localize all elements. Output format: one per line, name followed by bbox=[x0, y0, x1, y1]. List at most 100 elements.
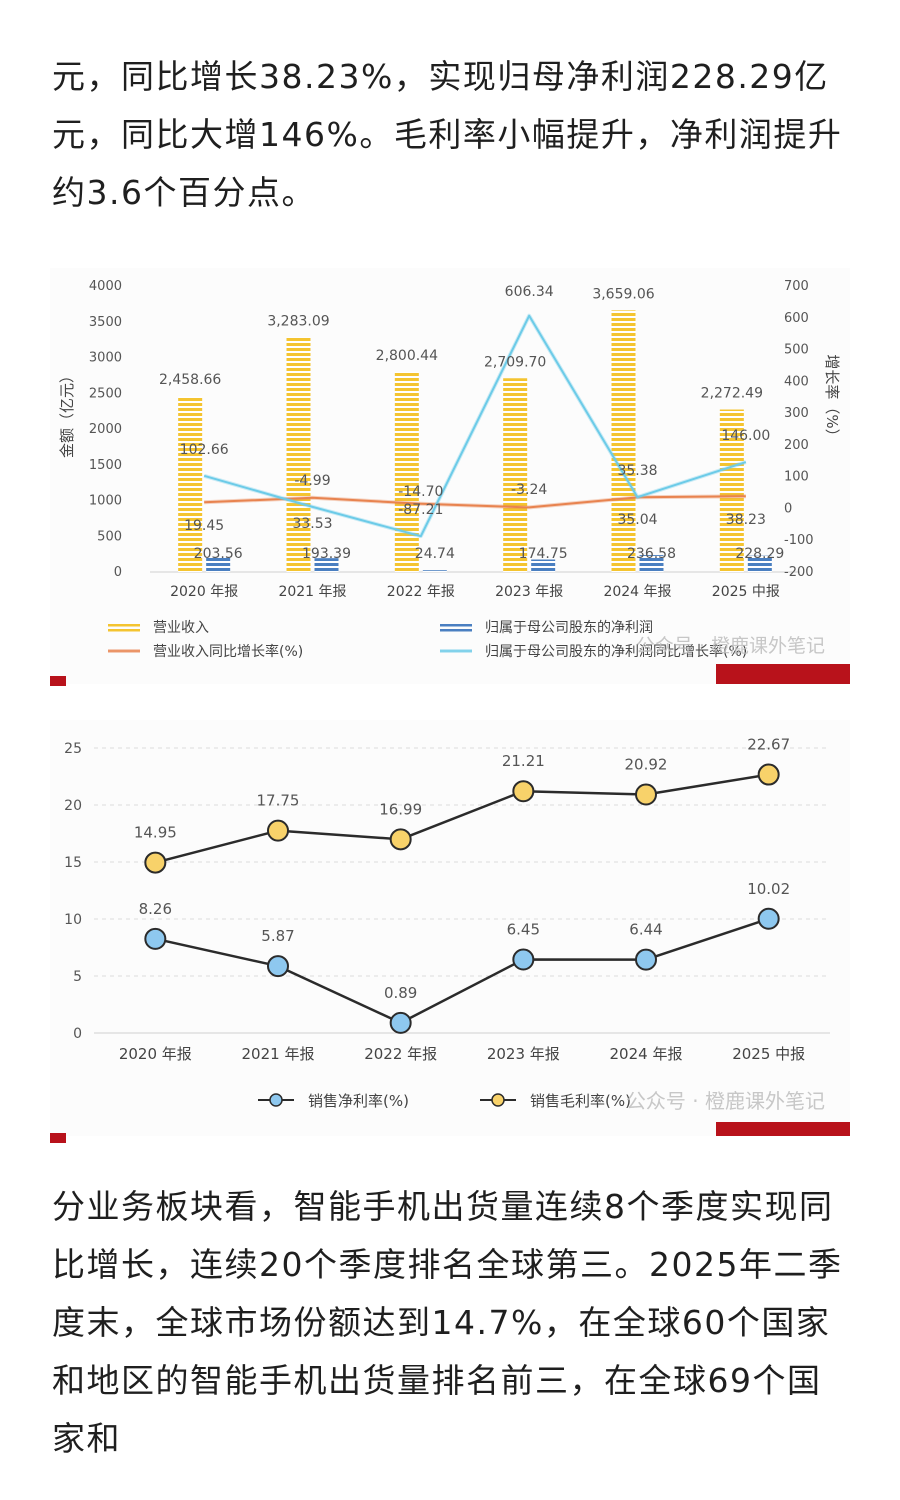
net-margin-data-label: 5.87 bbox=[261, 927, 294, 945]
y-right-tick-label: 300 bbox=[784, 406, 809, 421]
margin-line-chart: 0 5 10 15 20 25 2020 年报 2021 年报 2022 年报 2023 年报 20… bbox=[64, 736, 850, 1144]
x-tick-label: 2024 年报 bbox=[610, 1045, 683, 1063]
legend-label: 归属于母公司股东的净利润 bbox=[485, 619, 653, 636]
net-profit-bar bbox=[206, 557, 231, 572]
y-tick-label: 5 bbox=[73, 969, 82, 985]
y-tick-label: 25 bbox=[64, 741, 82, 757]
y-tick-label: 1500 bbox=[89, 458, 122, 473]
legend-bar-swatch bbox=[440, 629, 472, 632]
y-right-tick-label: -100 bbox=[784, 533, 814, 548]
intro-paragraph: 元，同比增长38.23%，实现归母净利润228.29亿元，同比大增146%。毛利… bbox=[52, 57, 843, 212]
x-tick-label: 2025 中报 bbox=[732, 1045, 805, 1063]
x-tick-label: 2022 年报 bbox=[387, 584, 455, 600]
legend-label: 归属于母公司股东的净利润同比增长率(%) bbox=[485, 643, 747, 660]
net-profit-bar bbox=[422, 570, 447, 572]
y-right-tick-label: 100 bbox=[784, 470, 809, 485]
gross-margin-data-label: 16.99 bbox=[379, 800, 422, 818]
profit-growth-data-label: -4.99 bbox=[294, 473, 330, 489]
watermark-text: 公众号 · 橙鹿课外笔记 bbox=[626, 1089, 825, 1113]
y-right-tick-label: 200 bbox=[784, 438, 809, 453]
y-right-tick-label: 700 bbox=[784, 279, 809, 294]
net-margin-point bbox=[389, 1011, 412, 1034]
legend-label: 营业收入 bbox=[153, 620, 209, 636]
revenue-growth-data-label: 38.23 bbox=[726, 512, 766, 528]
profit-growth-data-label: 606.34 bbox=[505, 284, 554, 300]
x-tick-label: 2023 年报 bbox=[487, 1045, 560, 1063]
net-profit-bar bbox=[747, 555, 772, 572]
legend-label: 销售毛利率(%) bbox=[530, 1092, 631, 1110]
profit-growth-data-label: -87.21 bbox=[398, 502, 443, 518]
y-tick-label: 20 bbox=[64, 798, 82, 814]
y-right-tick-label: 0 bbox=[784, 501, 792, 516]
revenue-bar bbox=[178, 396, 203, 572]
net-margin-data-label: 6.44 bbox=[629, 921, 662, 939]
net-profit-bar bbox=[314, 558, 339, 572]
revenue-data-label: 3,283.09 bbox=[267, 313, 329, 329]
y-tick-label: 3500 bbox=[89, 315, 122, 330]
x-tick-label: 2023 年报 bbox=[495, 584, 563, 600]
legend-marker bbox=[269, 1093, 283, 1107]
net-margin-line bbox=[155, 917, 770, 1025]
profit-growth-data-label: 102.66 bbox=[180, 442, 229, 458]
gross-margin-data-label: 14.95 bbox=[134, 824, 177, 842]
legend-bar-swatch bbox=[108, 629, 140, 632]
red-corner-block bbox=[716, 664, 850, 686]
y-tick-label: 1000 bbox=[89, 494, 122, 509]
legend-marker bbox=[491, 1093, 505, 1107]
revenue-bar bbox=[719, 409, 744, 572]
y-tick-label: 3000 bbox=[89, 351, 122, 366]
net-profit-bar bbox=[639, 555, 664, 572]
red-square-decoration bbox=[50, 676, 66, 686]
gross-margin-point bbox=[757, 763, 780, 786]
red-square-decoration bbox=[50, 1133, 66, 1143]
net-margin-point bbox=[757, 907, 780, 930]
gross-margin-data-label: 17.75 bbox=[257, 792, 300, 810]
net-margin-data-label: 8.26 bbox=[139, 900, 172, 918]
legend-bar-swatch bbox=[108, 624, 140, 627]
gross-margin-data-label: 22.67 bbox=[747, 736, 790, 754]
financial-chart-panel: 0 500 1000 1500 2000 2500 3000 3500 4000 -200 -100… bbox=[50, 268, 850, 686]
y-right-tick-label: 500 bbox=[784, 343, 809, 358]
y-right-tick-label: 600 bbox=[784, 311, 809, 326]
net-profit-data-label: 24.74 bbox=[415, 546, 455, 562]
revenue-data-label: 3,659.06 bbox=[592, 286, 654, 302]
net-profit-data-label: 236.58 bbox=[627, 546, 676, 562]
y-tick-label: 500 bbox=[97, 529, 122, 544]
net-margin-point bbox=[512, 948, 535, 971]
gross-margin-data-label: 20.92 bbox=[625, 756, 668, 774]
net-margin-point bbox=[144, 927, 167, 950]
x-tick-label: 2020 年报 bbox=[119, 1045, 192, 1063]
gross-margin-point bbox=[635, 783, 657, 806]
revenue-growth-data-label: -14.70 bbox=[398, 484, 443, 500]
y-tick-label: 2500 bbox=[89, 386, 122, 401]
revenue-growth-line bbox=[204, 495, 746, 509]
x-tick-label: 2025 中报 bbox=[712, 584, 780, 600]
revenue-bar bbox=[611, 310, 636, 572]
revenue-bar bbox=[286, 337, 311, 572]
revenue-data-label: 2,272.49 bbox=[701, 386, 763, 402]
y-tick-label: 0 bbox=[114, 565, 122, 580]
net-margin-data-label: 10.02 bbox=[747, 880, 790, 898]
y-tick-label: 15 bbox=[64, 855, 82, 871]
net-margin-point bbox=[267, 955, 289, 978]
segment-paragraph: 分业务板块看，智能手机出货量连续8个季度实现同比增长，连续20个季度排名全球第三… bbox=[52, 1187, 843, 1458]
profit-growth-line bbox=[203, 314, 747, 538]
x-tick-label: 2020 年报 bbox=[170, 584, 238, 600]
legend-label: 销售净利率(%) bbox=[308, 1092, 409, 1110]
revenue-growth-data-label: 19.45 bbox=[184, 518, 224, 534]
profit-growth-data-label: 35.38 bbox=[617, 463, 657, 479]
y-tick-label: 0 bbox=[73, 1026, 82, 1042]
y-right-tick-label: 400 bbox=[784, 374, 809, 389]
revenue-bar bbox=[394, 371, 419, 572]
red-corner-block bbox=[716, 1122, 850, 1144]
x-tick-label: 2024 年报 bbox=[603, 584, 671, 600]
gross-margin-data-label: 21.21 bbox=[502, 752, 545, 770]
revenue-data-label: 2,800.44 bbox=[376, 348, 438, 364]
gross-margin-point bbox=[389, 828, 412, 851]
net-profit-data-label: 193.39 bbox=[302, 546, 351, 562]
revenue-growth-data-label: 33.53 bbox=[292, 516, 332, 532]
y-tick-label: 2000 bbox=[89, 422, 122, 437]
revenue-data-label: 2,458.66 bbox=[159, 372, 221, 388]
legend-label: 营业收入同比增长率(%) bbox=[153, 643, 303, 660]
x-tick-label: 2022 年报 bbox=[364, 1045, 437, 1063]
